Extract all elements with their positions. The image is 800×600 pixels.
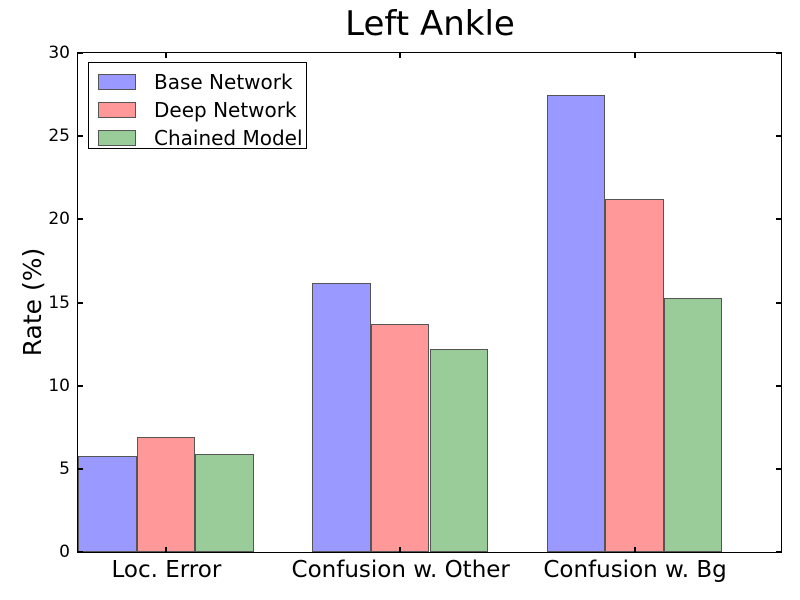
- y-tick-label: 30: [48, 43, 70, 63]
- bar: [663, 297, 723, 552]
- bar: [605, 199, 664, 552]
- legend-row: Chained Model: [98, 125, 306, 151]
- x-tick-mark: [633, 53, 636, 58]
- x-tick-label: Confusion w. Other: [291, 557, 510, 583]
- bar: [195, 453, 254, 552]
- y-tick-mark: [78, 218, 83, 221]
- bar: [136, 437, 196, 552]
- x-tick-label: Confusion w. Bg: [543, 557, 727, 583]
- y-tick-mark: [776, 135, 781, 138]
- x-tick-mark: [399, 547, 402, 552]
- y-tick-mark: [776, 467, 781, 470]
- bar: [78, 455, 137, 552]
- y-tick-label: 5: [59, 458, 70, 479]
- legend-label: Base Network: [154, 70, 293, 94]
- y-tick-mark: [78, 52, 83, 54]
- y-tick-label: 25: [48, 126, 70, 147]
- bar: [429, 349, 489, 552]
- y-tick-mark: [776, 384, 781, 387]
- y-tick-mark: [776, 52, 781, 54]
- chart-title: Left Ankle: [345, 4, 515, 44]
- y-tick-mark: [78, 384, 83, 387]
- legend-label: Chained Model: [154, 126, 303, 150]
- legend-row: Base Network: [98, 69, 306, 95]
- bar: [546, 94, 606, 552]
- x-tick-mark: [399, 53, 402, 58]
- x-tick-mark: [164, 53, 167, 58]
- legend-swatch: [98, 130, 136, 146]
- y-tick-label: 10: [48, 375, 70, 396]
- bar: [370, 324, 430, 552]
- y-tick-mark: [776, 551, 781, 553]
- legend: Base Network Deep Network Chained Model: [88, 62, 307, 151]
- y-tick-mark: [78, 135, 83, 138]
- y-tick-label: 0: [59, 542, 70, 562]
- legend-row: Deep Network: [98, 97, 306, 123]
- y-tick-mark: [776, 218, 781, 221]
- legend-swatch: [98, 74, 136, 90]
- x-tick-mark: [633, 547, 636, 552]
- y-tick-label: 20: [48, 209, 70, 230]
- plot-area: [77, 52, 782, 553]
- y-tick-mark: [78, 467, 83, 470]
- legend-swatch: [98, 102, 136, 118]
- x-tick-mark: [164, 547, 167, 552]
- y-tick-label: 15: [48, 292, 70, 313]
- y-tick-mark: [776, 301, 781, 304]
- legend-label: Deep Network: [154, 98, 297, 122]
- bar: [312, 282, 371, 552]
- y-tick-mark: [78, 301, 83, 304]
- x-tick-label: Loc. Error: [111, 557, 222, 583]
- y-tick-mark: [78, 551, 83, 553]
